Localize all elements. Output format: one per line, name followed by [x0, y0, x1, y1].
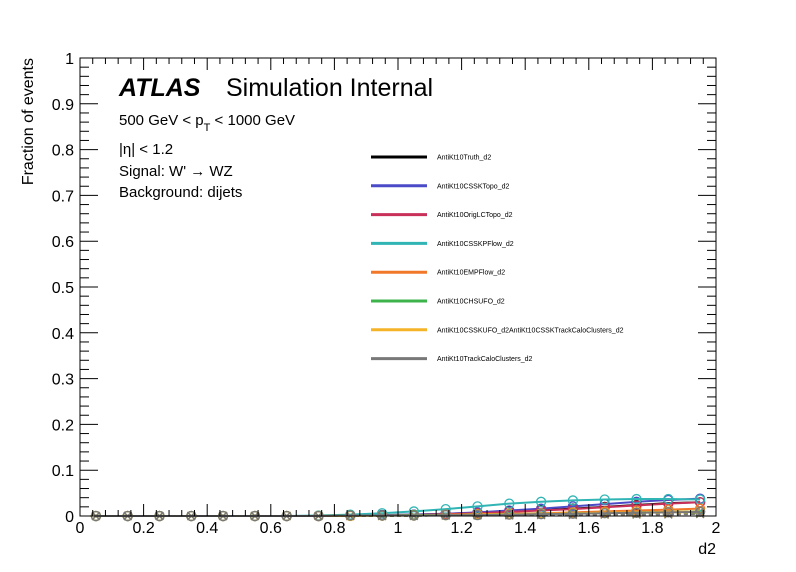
pt-subscript: T — [204, 122, 211, 134]
signal-marker — [440, 509, 451, 521]
y-tick-label: 0.9 — [52, 97, 74, 114]
pt-range-label: 500 GeV < pT < 1000 GeV — [119, 112, 295, 134]
signal-marker — [504, 498, 515, 509]
x-tick-label: 0.4 — [196, 520, 218, 537]
legend-entry: AntiKt10Truth_d2 — [437, 155, 491, 162]
signal-marker — [599, 508, 610, 519]
signal-marker — [535, 496, 547, 507]
x-tick-label: 1.8 — [641, 520, 663, 537]
background-marker — [695, 509, 705, 519]
signal-marker — [599, 494, 610, 505]
simulation-label: Simulation Internal — [226, 74, 433, 102]
x-tick-label: 2 — [712, 520, 721, 537]
signal-marker — [504, 509, 515, 520]
signal-marker — [472, 509, 483, 521]
background-marker — [632, 510, 641, 519]
x-axis-title: d2 — [698, 541, 716, 558]
atlas-label: ATLAS — [118, 74, 201, 102]
legend-entry: AntiKt10CHSUFO_d2 — [437, 299, 505, 306]
legend-entry: AntiKt10EMPFlow_d2 — [437, 270, 505, 277]
background-label: Background: dijets — [119, 184, 242, 201]
tick-labels: 0 0.2 0.4 0.6 0.8 1 1.2 1.4 1.6 1.8 2 0 0.1 0.2 0.3 0.4… — [52, 51, 721, 537]
y-tick-label: 0 — [65, 509, 74, 526]
y-tick-label: 1 — [65, 51, 74, 68]
signal-marker — [663, 507, 674, 518]
y-tick-label: 0.4 — [52, 326, 74, 343]
axis-ticks — [79, 57, 717, 517]
background-marker — [536, 510, 546, 520]
pt-suffix: < 1000 GeV — [210, 112, 295, 129]
x-tick-label: 0.8 — [323, 520, 345, 537]
background-marker — [664, 510, 673, 519]
x-tick-label: 1.4 — [514, 520, 536, 537]
y-axis-title: Fraction of events — [20, 58, 37, 185]
y-tick-label: 0.7 — [52, 188, 74, 205]
y-tick-label: 0.3 — [52, 372, 74, 389]
signal-marker — [567, 508, 579, 519]
legend-entry: AntiKt10CSSKTopo_d2 — [437, 183, 509, 190]
eta-label: |η| < 1.2 — [119, 141, 173, 158]
signal-marker — [567, 495, 579, 506]
x-tick-label: 0.6 — [260, 520, 282, 537]
y-tick-label: 0.8 — [52, 143, 74, 160]
signal-marker — [567, 501, 579, 512]
x-tick-label: 1 — [394, 520, 403, 537]
y-tick-label: 0.5 — [52, 280, 74, 297]
legend-entry: AntiKt10TrackCaloClusters_d2 — [437, 356, 533, 363]
y-tick-label: 0.2 — [52, 417, 74, 434]
signal-marker — [631, 493, 642, 505]
background-marker — [568, 510, 578, 520]
legend: AntiKt10Truth_d2 AntiKt10CSSKTopo_d2 AntiK… — [371, 155, 624, 363]
pt-prefix: 500 GeV < p — [119, 112, 204, 129]
legend-entry: AntiKt10CSSKUFO_d2AntiKt10CSSKTrackCaloC… — [437, 327, 624, 334]
x-tick-label: 1.2 — [450, 520, 472, 537]
legend-entry: AntiKt10OrigLCTopo_d2 — [437, 212, 513, 219]
y-tick-label: 0.1 — [52, 463, 74, 480]
signal-marker — [631, 507, 642, 518]
y-tick-label: 0.6 — [52, 234, 74, 251]
x-tick-label: 1.6 — [578, 520, 600, 537]
signal-marker — [535, 509, 547, 520]
x-tick-label: 0.2 — [132, 520, 154, 537]
legend-entry: AntiKt10CSSKPFlow_d2 — [437, 241, 514, 248]
x-tick-label: 0 — [76, 520, 85, 537]
background-marker — [600, 510, 609, 519]
signal-marker — [663, 493, 674, 505]
signal-label: Signal: W' → WZ — [119, 163, 233, 180]
